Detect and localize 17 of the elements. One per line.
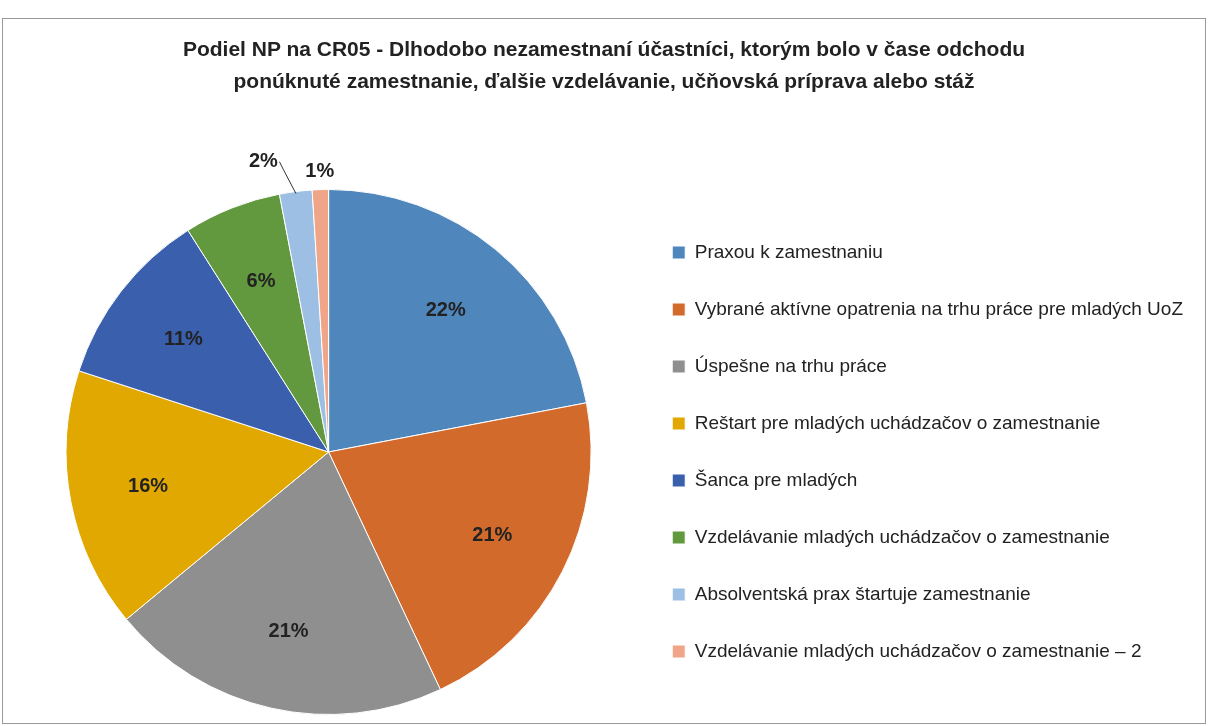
data-label: 21%	[472, 522, 513, 545]
legend-label: Úspešne na trhu práce	[694, 354, 887, 376]
data-label: 6%	[246, 268, 276, 291]
legend-label: Vzdelávanie mladých uchádzačov o zamestnanie – 2	[694, 639, 1142, 661]
data-label: 16%	[128, 473, 169, 496]
data-label: 21%	[268, 618, 309, 641]
legend-label: Reštart pre mladých uchádzačov o zamestnanie	[694, 411, 1101, 433]
legend-label: Praxou k zamestnaniu	[694, 240, 883, 262]
data-label: 1%	[305, 159, 335, 182]
legend-label: Absolventská prax štartuje zamestnanie	[694, 582, 1031, 604]
data-label: 2%	[249, 149, 279, 172]
legend-label: Vybrané aktívne opatrenia na trhu práce pre mladých UoZ	[694, 297, 1184, 319]
chart-title: Podiel NP na CR05 - Dlhodobo nezamestnaní účastníci, ktorým bolo v čase odchodu ponúknuté zamestnanie, ďalšie vzdelávanie, učňovská príprava alebo stáž	[181, 36, 1027, 94]
legend-label: Vzdelávanie mladých uchádzačov o zamestnanie	[694, 525, 1110, 547]
data-label: 11%	[163, 326, 204, 349]
data-label: 22%	[425, 297, 466, 320]
legend-label: Šanca pre mladých	[694, 468, 858, 490]
